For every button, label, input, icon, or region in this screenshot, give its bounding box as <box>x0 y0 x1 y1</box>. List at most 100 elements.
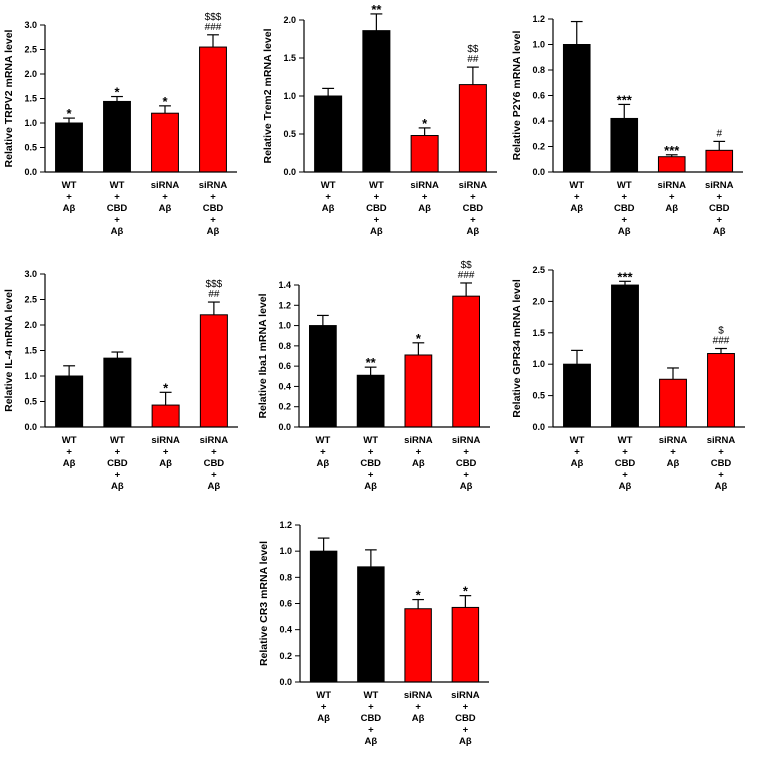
y-tick-label: 0.4 <box>532 116 545 126</box>
x-category-line: Aβ <box>159 458 172 469</box>
x-category-line: + <box>368 725 374 736</box>
x-category-line: siRNA <box>705 180 734 191</box>
error-bar <box>412 598 424 609</box>
x-category-line: Aβ <box>418 203 431 214</box>
x-category-line: + <box>622 447 628 458</box>
y-tick-label: 2.0 <box>24 320 37 330</box>
x-category-line: + <box>211 447 217 458</box>
bar <box>362 30 391 173</box>
x-category-label: WT+CBD+Aβ <box>614 180 635 237</box>
y-axis-label: Relative P2Y6 mRNA level <box>511 31 523 161</box>
x-category-line: Aβ <box>317 458 330 469</box>
y-tick-label: 0.6 <box>532 91 545 101</box>
bar <box>314 95 343 173</box>
y-tick-label: 0.5 <box>24 397 37 407</box>
bar <box>357 566 385 683</box>
error-bar <box>713 140 726 151</box>
bar <box>151 112 179 173</box>
y-tick-label: 0.5 <box>532 391 545 401</box>
error-bar <box>365 549 377 567</box>
y-tick-label: 0.5 <box>283 129 296 139</box>
x-category-line: + <box>470 192 476 203</box>
x-category-line: + <box>66 192 72 203</box>
x-category-line: + <box>368 702 374 713</box>
bar <box>199 314 228 428</box>
significance-label: $ <box>718 326 724 337</box>
x-category-line: + <box>416 447 422 458</box>
x-category-line: Aβ <box>63 458 76 469</box>
error-bar <box>63 117 75 123</box>
bar <box>55 122 83 173</box>
y-axis-label: Relative Trem2 mRNA level <box>262 28 274 163</box>
error-bar <box>316 314 329 326</box>
x-category-line: CBD <box>361 713 382 724</box>
x-category-line: siRNA <box>452 435 481 446</box>
bar <box>199 46 227 173</box>
error-bar <box>322 87 335 96</box>
x-category-line: siRNA <box>199 180 228 191</box>
error-bar <box>418 127 431 136</box>
significance-label: $$ <box>461 260 473 271</box>
x-category-line: CBD <box>107 203 128 214</box>
significance-label: ### <box>458 270 475 281</box>
x-category-line: WT <box>316 690 331 701</box>
y-tick-label: 0.2 <box>278 402 291 412</box>
y-tick-label: 1.5 <box>24 346 37 356</box>
x-category-line: + <box>368 447 374 458</box>
x-category-line: + <box>574 447 580 458</box>
x-category-label: siRNA+CBD+Aβ <box>200 435 229 492</box>
x-category-line: Aβ <box>665 203 678 214</box>
error-bar <box>665 154 678 157</box>
error-bar <box>618 103 631 119</box>
x-category-line: CBD <box>711 458 732 469</box>
x-category-line: CBD <box>203 203 224 214</box>
x-category-line: CBD <box>455 713 476 724</box>
x-category-label: WT+CBD+Aβ <box>366 180 387 237</box>
y-tick-label: 2.5 <box>532 265 545 275</box>
y-tick-label: 2.0 <box>24 69 37 79</box>
y-tick-label: 0.8 <box>279 572 292 582</box>
x-category-line: + <box>670 447 676 458</box>
y-tick-label: 0.8 <box>532 65 545 75</box>
y-tick-label: 2.5 <box>24 45 37 55</box>
significance-label: *** <box>617 269 633 284</box>
x-category-label: siRNA+CBD+Aβ <box>452 435 481 492</box>
bar <box>410 135 439 173</box>
x-category-line: siRNA <box>200 435 229 446</box>
bar <box>452 295 480 428</box>
y-axis-label: Relative TRPV2 mRNA level <box>3 29 15 167</box>
y-tick-label: 0.0 <box>532 167 545 177</box>
bar <box>404 354 433 428</box>
x-category-line: Aβ <box>570 203 583 214</box>
significance-label: * <box>422 116 428 131</box>
significance-label: ## <box>467 54 479 65</box>
x-category-line: Aβ <box>111 481 124 492</box>
x-category-line: + <box>422 192 428 203</box>
y-tick-label: 0.0 <box>279 677 292 687</box>
error-bar <box>412 342 425 355</box>
x-category-line: WT <box>369 180 384 191</box>
y-tick-label: 0.2 <box>532 142 545 152</box>
error-bar <box>460 282 473 297</box>
y-tick-label: 1.5 <box>532 328 545 338</box>
bar <box>103 100 131 173</box>
chart-panel: 0.0 0.5 1.0 1.5 2.0 2.5 Relative GPR34 mRNA le… <box>511 265 745 492</box>
y-tick-label: 1.2 <box>532 14 545 24</box>
significance-label: ** <box>366 355 377 370</box>
x-category-label: siRNA+Aβ <box>657 180 686 214</box>
x-category-line: Aβ <box>412 713 425 724</box>
x-category-line: Aβ <box>618 226 631 237</box>
x-category-line: + <box>669 192 675 203</box>
y-tick-label: 2.0 <box>283 15 296 25</box>
significance-label: $$ <box>467 44 479 55</box>
x-category-line: WT <box>569 180 584 191</box>
y-tick-label: 1.4 <box>278 280 291 290</box>
x-category-line: Aβ <box>63 203 76 214</box>
x-category-line: + <box>211 470 217 481</box>
x-category-label: WT+Aβ <box>321 180 336 214</box>
x-category-line: Aβ <box>322 203 335 214</box>
bar <box>309 550 338 683</box>
x-category-line: CBD <box>456 458 477 469</box>
x-category-line: + <box>622 470 628 481</box>
error-bar <box>570 20 583 45</box>
